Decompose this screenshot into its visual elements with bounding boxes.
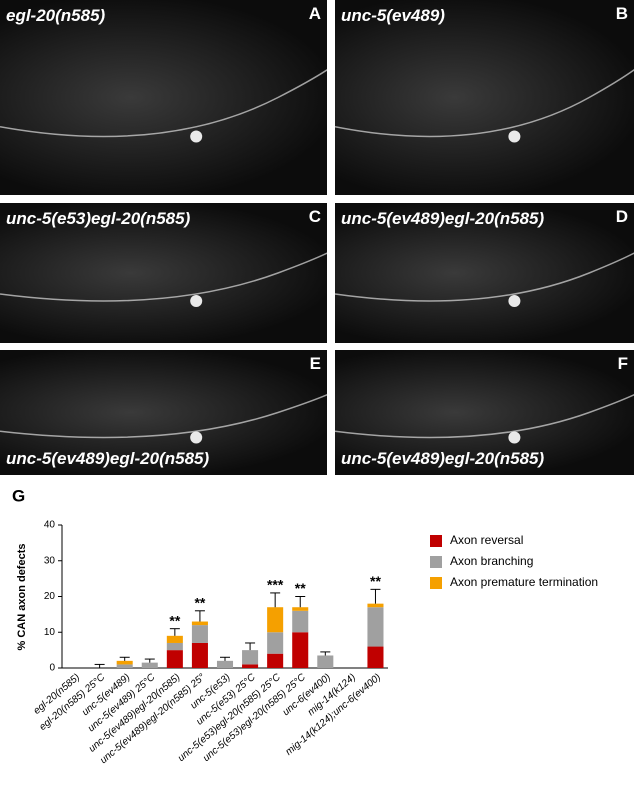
bar-segment bbox=[166, 635, 183, 643]
bar-segment bbox=[292, 607, 309, 611]
panel-letter: A bbox=[308, 4, 321, 23]
axon-trace bbox=[335, 375, 634, 444]
bar-segment bbox=[367, 646, 384, 668]
panel-label: unc-5(ev489) bbox=[341, 6, 445, 25]
panel-letter: E bbox=[309, 354, 321, 373]
axon-trace bbox=[0, 39, 327, 143]
axon-trace bbox=[335, 231, 634, 307]
panel-letter: B bbox=[615, 4, 628, 23]
significance: ** bbox=[169, 612, 180, 628]
bar-segment bbox=[367, 603, 384, 608]
legend-label: Axon reversal bbox=[450, 533, 523, 547]
micrograph: egl-20(n585) A bbox=[0, 0, 327, 195]
bar-segment bbox=[267, 632, 284, 654]
significance: ** bbox=[370, 573, 381, 589]
legend-swatch bbox=[430, 577, 442, 589]
bar-segment bbox=[166, 642, 183, 651]
significance: ** bbox=[194, 595, 205, 611]
panel-label: unc-5(ev489)egl-20(n585) bbox=[341, 449, 545, 468]
bar-segment bbox=[292, 632, 309, 668]
legend-label: Axon branching bbox=[450, 554, 533, 568]
micrograph: unc-5(ev489)egl-20(n585) F bbox=[335, 350, 634, 475]
bar-segment bbox=[116, 660, 133, 665]
bar-segment bbox=[141, 662, 158, 668]
axon-trace bbox=[335, 39, 634, 143]
bar-segment bbox=[191, 625, 208, 643]
bar-segment bbox=[242, 664, 259, 668]
bar-segment bbox=[166, 650, 183, 668]
micrograph: unc-5(ev489) B bbox=[335, 0, 634, 195]
bar-segment bbox=[191, 621, 208, 626]
panel-label: unc-5(ev489)egl-20(n585) bbox=[341, 209, 545, 228]
panel-letter: F bbox=[617, 354, 628, 373]
y-tick-label: 10 bbox=[44, 627, 56, 638]
panel-label: egl-20(n585) bbox=[6, 6, 106, 25]
legend-swatch bbox=[430, 556, 442, 568]
legend-label: Axon premature termination bbox=[450, 575, 598, 589]
bar-segment bbox=[267, 653, 284, 668]
panel-label: unc-5(e53)egl-20(n585) bbox=[6, 209, 191, 228]
significance: *** bbox=[267, 577, 284, 593]
bar-segment bbox=[191, 642, 208, 668]
bar-segment bbox=[367, 607, 384, 647]
bar-segment bbox=[116, 664, 133, 668]
axon-trace bbox=[0, 375, 327, 444]
panel-letter: D bbox=[615, 207, 628, 226]
bar-segment bbox=[317, 655, 334, 668]
bar-segment bbox=[242, 650, 259, 665]
axon-trace bbox=[0, 231, 327, 307]
micrograph: unc-5(ev489)egl-20(n585) D bbox=[335, 203, 634, 343]
panel-label: unc-5(ev489)egl-20(n585) bbox=[6, 449, 210, 468]
y-tick-label: 20 bbox=[44, 591, 56, 602]
y-tick-label: 0 bbox=[49, 663, 55, 674]
y-tick-label: 40 bbox=[44, 520, 56, 531]
micrograph: unc-5(ev489)egl-20(n585) E bbox=[0, 350, 327, 475]
micrograph: unc-5(e53)egl-20(n585) C bbox=[0, 203, 327, 343]
y-tick-label: 30 bbox=[44, 555, 56, 566]
bar-segment bbox=[267, 607, 284, 633]
significance: ** bbox=[295, 580, 306, 596]
legend-swatch bbox=[430, 535, 442, 547]
figure-label: G bbox=[12, 486, 25, 505]
y-axis-title: % CAN axon defects bbox=[16, 544, 28, 651]
panel-letter: C bbox=[308, 207, 321, 226]
bar-segment bbox=[216, 660, 234, 668]
bar-segment bbox=[292, 610, 309, 633]
